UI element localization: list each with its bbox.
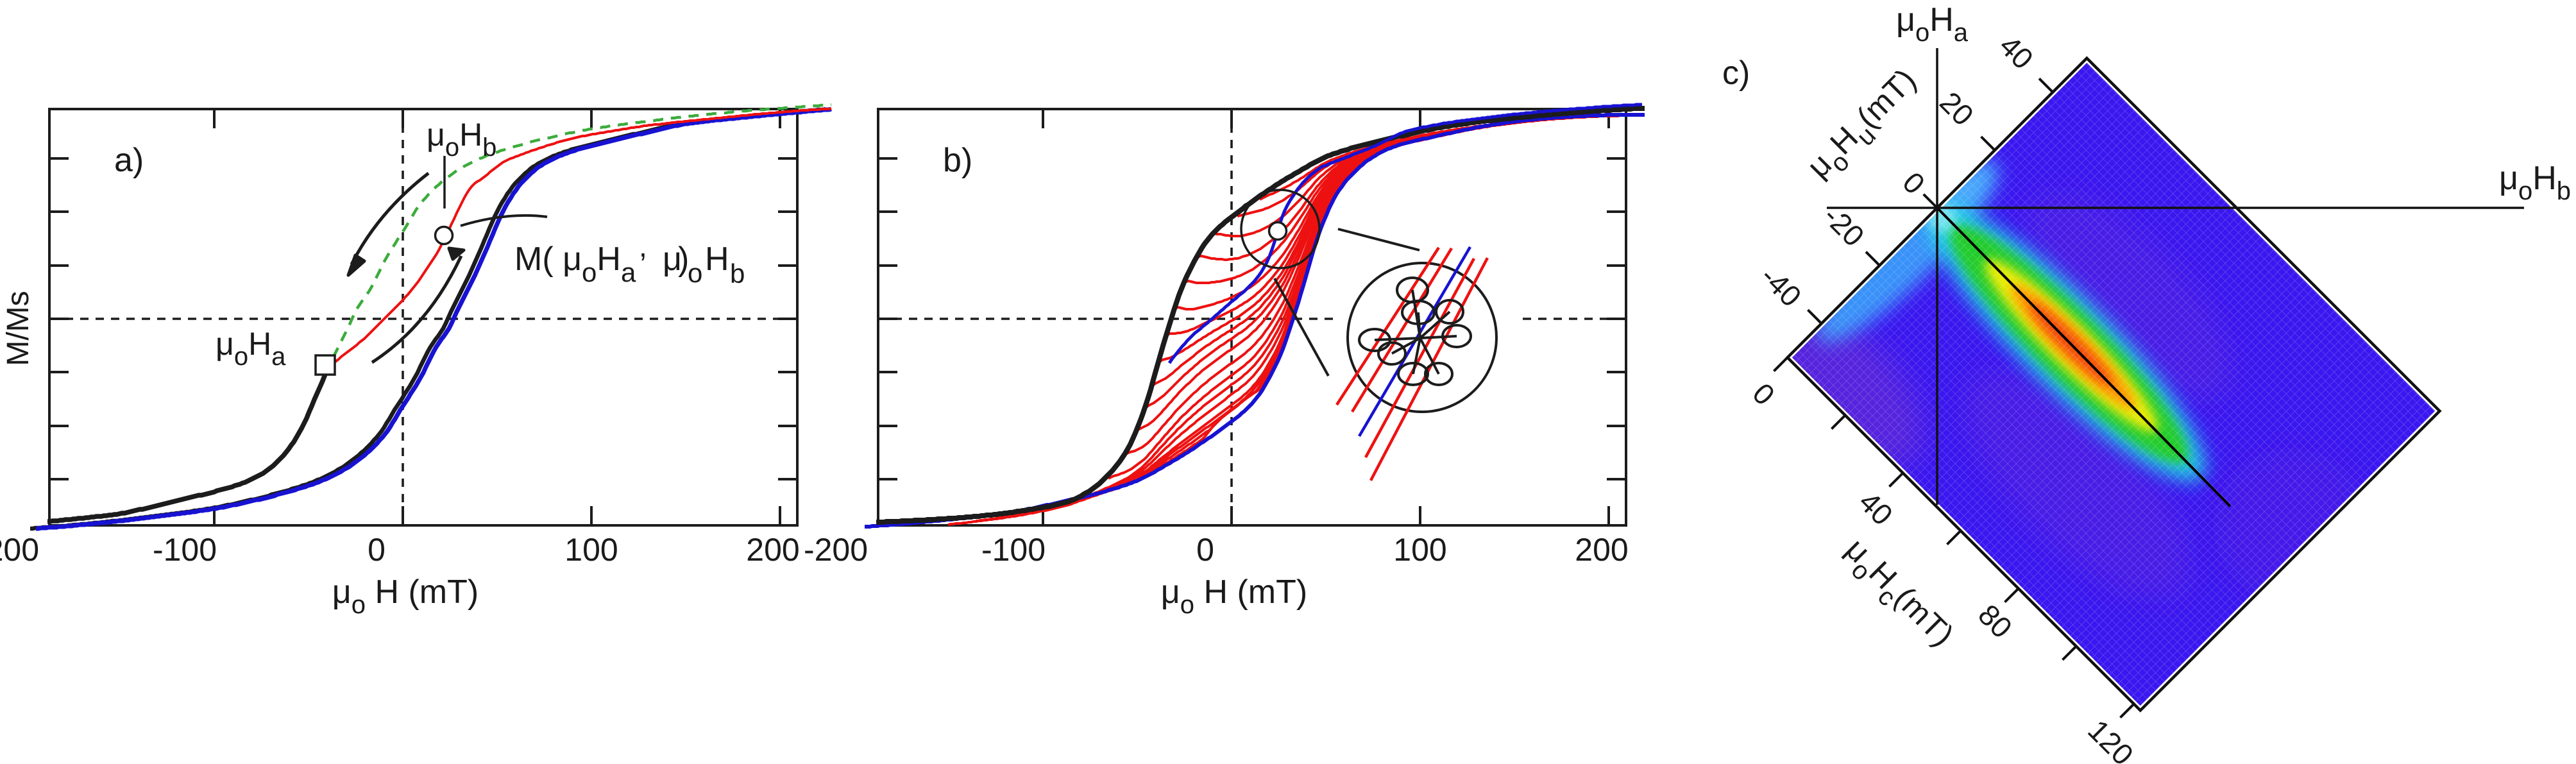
- svg-text:b): b): [943, 142, 972, 179]
- svg-text:0: 0: [368, 532, 386, 568]
- svg-text:a): a): [114, 142, 144, 179]
- svg-text:μoHc(mT): μoHc(mT): [1833, 531, 1961, 659]
- svg-text:80: 80: [1972, 598, 2019, 645]
- svg-text:b: b: [730, 259, 745, 289]
- svg-text:,: ,: [639, 230, 647, 263]
- svg-text:200: 200: [746, 532, 799, 568]
- svg-text:-100: -100: [981, 532, 1046, 568]
- svg-text:μoHa: μoHa: [216, 326, 286, 371]
- svg-text:100: 100: [564, 532, 618, 568]
- svg-text:μ: μ: [663, 241, 682, 278]
- svg-text:20: 20: [1933, 85, 1980, 132]
- svg-text:): ): [678, 241, 689, 278]
- svg-text:-200: -200: [804, 532, 868, 568]
- svg-text:c): c): [1722, 55, 1750, 92]
- svg-text:M( μoHa: M( μoHa: [514, 241, 636, 287]
- svg-text:200: 200: [1575, 532, 1628, 568]
- svg-text:-100: -100: [153, 532, 217, 568]
- svg-text:40: 40: [1993, 29, 2040, 76]
- svg-text:-40: -40: [1754, 259, 1808, 313]
- svg-text:μoHa: μoHa: [1896, 1, 1969, 47]
- svg-text:M/Ms: M/Ms: [1, 291, 35, 366]
- svg-text:μoHb: μoHb: [2499, 160, 2571, 205]
- svg-text:H: H: [705, 241, 729, 278]
- svg-text:40: 40: [1852, 485, 1899, 532]
- svg-text:μo H (mT): μo H (mT): [332, 573, 479, 619]
- svg-text:0: 0: [1196, 532, 1214, 568]
- svg-text:-200: -200: [0, 532, 39, 568]
- svg-text:0: 0: [1746, 377, 1781, 412]
- svg-text:μoHu(mT): μoHu(mT): [1800, 62, 1929, 191]
- svg-text:μo H (mT): μo H (mT): [1161, 573, 1307, 619]
- svg-text:o: o: [688, 258, 702, 288]
- svg-text:100: 100: [1393, 532, 1446, 568]
- svg-text:120: 120: [2081, 713, 2140, 764]
- svg-text:μoHb: μoHb: [427, 117, 496, 162]
